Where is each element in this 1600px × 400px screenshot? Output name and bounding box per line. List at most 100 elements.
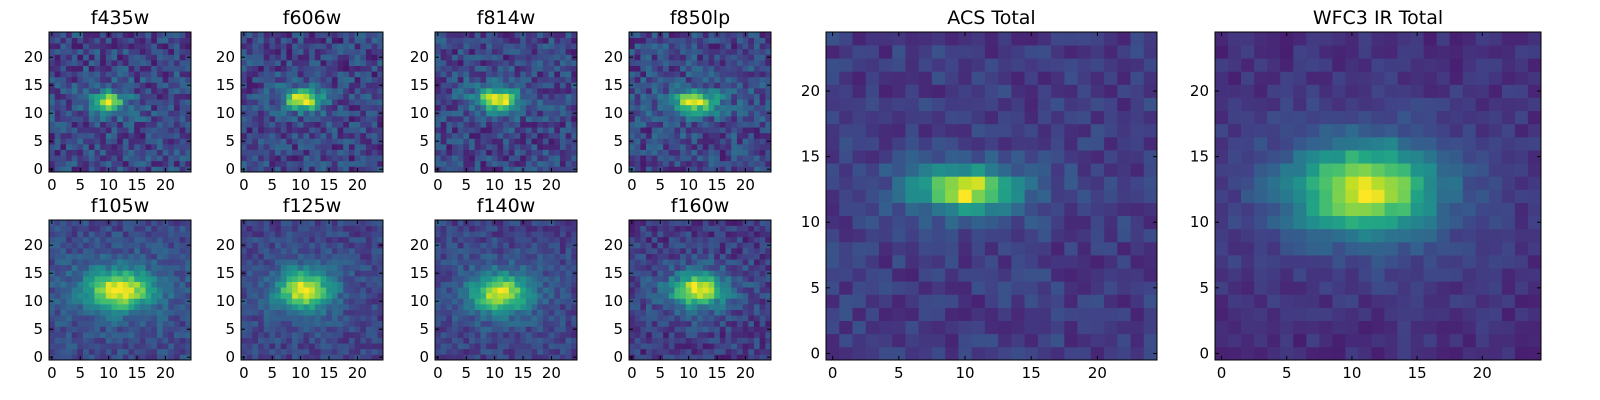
heatmap-cell <box>457 116 464 122</box>
heatmap-cell <box>565 326 572 333</box>
heatmap-cell <box>486 236 493 243</box>
heatmap-cell <box>457 343 464 350</box>
heatmap-cell <box>520 281 527 288</box>
heatmap-cell <box>565 48 572 55</box>
heatmap-cell <box>634 315 641 322</box>
heatmap-cell <box>54 253 61 260</box>
heatmap-cell <box>179 276 186 282</box>
heatmap-cell <box>275 54 282 61</box>
heatmap-cell <box>753 99 760 106</box>
heatmap-cell <box>525 160 532 167</box>
heatmap-cell <box>486 304 493 310</box>
heatmap-cell <box>168 276 175 282</box>
heatmap-cell <box>691 65 698 72</box>
heatmap-cell <box>94 116 101 122</box>
heatmap-cell <box>514 231 521 238</box>
heatmap-cell <box>292 315 299 322</box>
heatmap-cell <box>269 304 276 310</box>
heatmap-cell <box>714 138 721 145</box>
heatmap-cell <box>71 144 78 150</box>
heatmap-cell <box>497 236 504 243</box>
heatmap-cell <box>531 37 538 44</box>
heatmap-cell <box>497 259 504 266</box>
heatmap-cell <box>759 43 766 50</box>
heatmap-cell <box>508 99 515 106</box>
heatmap-cell <box>480 326 487 333</box>
heatmap-cell <box>491 99 498 106</box>
heatmap-cell <box>657 76 664 83</box>
heatmap-cell <box>548 99 555 106</box>
heatmap-cell <box>525 236 532 243</box>
heatmap-cell <box>674 132 681 139</box>
heatmap-cell <box>77 248 84 254</box>
heatmap-cell <box>100 65 107 72</box>
heatmap-cell <box>263 88 270 94</box>
heatmap-cell <box>525 60 532 66</box>
heatmap-cell <box>474 138 481 145</box>
heatmap-cell <box>54 99 61 106</box>
heatmap-cell <box>258 231 265 238</box>
heatmap-cell <box>151 276 158 282</box>
heatmap-cell <box>246 315 253 322</box>
heatmap-cell <box>348 32 355 38</box>
panel-title: f814w <box>477 7 536 29</box>
heatmap-cell <box>629 93 636 100</box>
heatmap-cell <box>520 144 527 150</box>
heatmap-cell <box>117 127 124 134</box>
heatmap-cell <box>122 71 129 78</box>
heatmap-cell <box>759 54 766 61</box>
heatmap-cell <box>491 160 498 167</box>
heatmap-cell <box>320 337 327 344</box>
heatmap-cell <box>280 309 287 316</box>
heatmap-cell <box>246 343 253 350</box>
heatmap-cell <box>497 225 504 232</box>
heatmap-cell <box>708 76 715 83</box>
heatmap-cell <box>343 71 350 78</box>
heatmap-cell <box>320 354 327 361</box>
heatmap-cell <box>100 348 107 355</box>
heatmap-cell <box>303 82 310 89</box>
heatmap-cell <box>748 354 755 361</box>
heatmap-cell <box>348 276 355 282</box>
heatmap-cell <box>377 281 384 288</box>
heatmap-cell <box>246 116 253 122</box>
heatmap-cell <box>503 315 510 322</box>
heatmap-cell <box>168 292 175 299</box>
heatmap-cell <box>554 332 561 338</box>
heatmap-cell <box>122 149 129 156</box>
heatmap-cell <box>246 138 253 145</box>
heatmap-cell <box>525 121 532 128</box>
heatmap-cell <box>292 127 299 134</box>
heatmap-cell <box>629 71 636 78</box>
heatmap-cell <box>179 48 186 55</box>
heatmap-cell <box>365 298 372 305</box>
heatmap-cell <box>360 99 367 106</box>
heatmap-cell <box>49 65 56 72</box>
heatmap-cell <box>94 259 101 266</box>
heatmap-cell <box>54 337 61 344</box>
heatmap-cell <box>685 160 692 167</box>
heatmap-cell <box>440 281 447 288</box>
heatmap-cell <box>668 144 675 150</box>
heatmap-cell <box>725 37 732 44</box>
heatmap-cell <box>725 315 732 322</box>
heatmap-cell <box>759 127 766 134</box>
heatmap-cell <box>537 93 544 100</box>
heatmap-cell <box>309 99 316 106</box>
heatmap-cell <box>697 155 704 162</box>
heatmap-cell <box>680 343 687 350</box>
heatmap-cell <box>326 343 333 350</box>
heatmap-cell <box>491 315 498 322</box>
heatmap-cell <box>275 144 282 150</box>
heatmap-cell <box>354 270 361 277</box>
heatmap-cell <box>280 236 287 243</box>
heatmap-cell <box>49 160 56 167</box>
heatmap-cell <box>337 326 344 333</box>
heatmap-cell <box>354 82 361 89</box>
heatmap-cell <box>469 65 476 72</box>
heatmap-cell <box>640 110 647 117</box>
heatmap-cell <box>480 149 487 156</box>
heatmap-cell <box>753 110 760 117</box>
heatmap-cell <box>94 82 101 89</box>
heatmap-cell <box>309 304 316 310</box>
